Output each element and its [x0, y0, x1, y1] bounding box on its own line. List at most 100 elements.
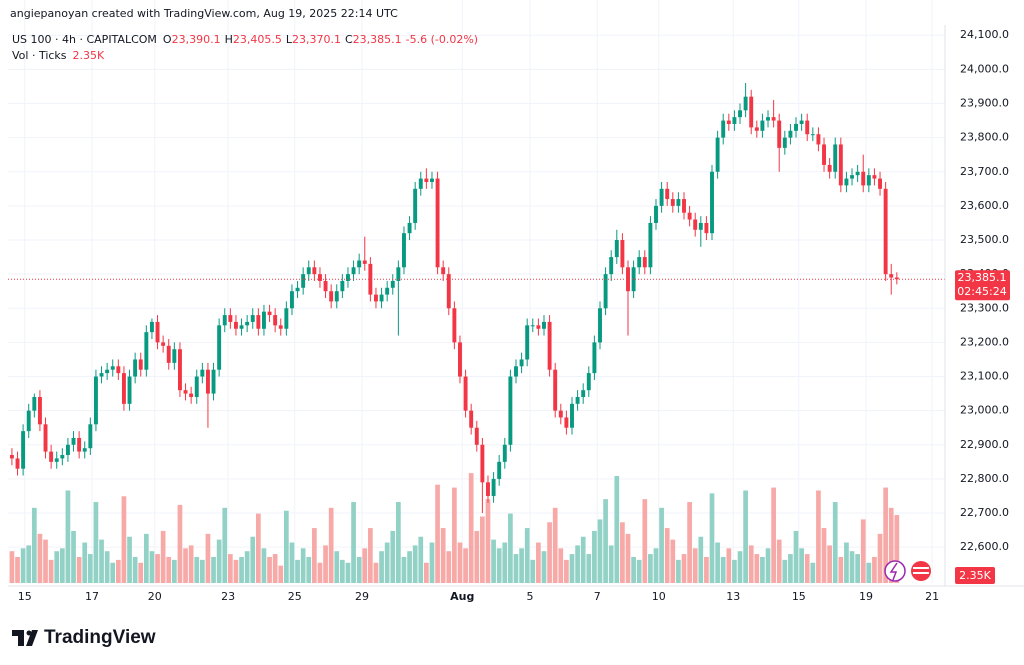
candle-body — [603, 274, 608, 309]
icon-glyph — [913, 567, 929, 569]
x-tick-label: 21 — [925, 590, 939, 603]
y-tick-label: 23,200.0 — [960, 335, 1009, 348]
candle-body — [850, 175, 854, 179]
candle-body — [329, 291, 334, 302]
legend-value: 23,405.5 — [233, 33, 282, 46]
volume-bar — [188, 545, 194, 583]
candle-body — [357, 260, 362, 268]
x-tick-label: 20 — [148, 590, 162, 603]
candle-body — [794, 123, 798, 131]
candle-body — [88, 424, 93, 449]
volume-bar — [76, 556, 82, 583]
volume-legend: Vol · Ticks 2.35K — [12, 49, 105, 62]
candle-body — [138, 359, 143, 370]
candle-body — [754, 127, 759, 131]
candle-body — [659, 188, 664, 206]
volume-bar — [396, 502, 401, 583]
volume-bar — [121, 496, 127, 583]
volume-bar — [261, 548, 267, 583]
candle-body — [872, 175, 877, 179]
candle-body — [822, 144, 826, 165]
candle-body — [799, 120, 804, 124]
candle-body — [564, 417, 569, 428]
volume-bar — [743, 490, 748, 583]
volume-bar — [412, 545, 418, 583]
candle-body — [889, 274, 894, 278]
volume-bar — [636, 559, 642, 583]
volume-bar — [670, 539, 676, 583]
candle-body — [65, 444, 70, 456]
candle-body — [525, 325, 530, 360]
candle-body — [133, 359, 138, 377]
volume-bar — [379, 551, 384, 583]
candle-body — [581, 390, 586, 397]
candle-body — [105, 369, 110, 374]
volume-bar — [48, 559, 54, 583]
candle-body — [766, 117, 770, 121]
volume-bar — [295, 559, 300, 583]
volume-bar — [54, 551, 60, 583]
candle-body — [665, 188, 670, 200]
candle-body — [127, 376, 132, 404]
volume-bar — [681, 554, 687, 583]
brand-logo: TradingView — [12, 627, 156, 648]
volume-bar — [227, 554, 233, 583]
volume-bar — [401, 556, 407, 583]
candle-body — [116, 366, 121, 374]
volume-bar — [457, 542, 463, 583]
candle-layer — [9, 83, 899, 514]
candle-body — [273, 315, 278, 326]
candle-body — [682, 199, 686, 213]
x-tick-label: 29 — [355, 590, 369, 603]
header: angiepanoyan created with TradingView.co… — [10, 7, 398, 20]
candle-body — [732, 117, 737, 124]
x-tick-label: 15 — [792, 590, 806, 603]
brand: TradingView — [44, 627, 156, 648]
y-tick-label: 24,000.0 — [960, 62, 1009, 75]
volume-bar — [149, 551, 155, 583]
volume-value: 2.35K — [73, 49, 105, 62]
volume-bar — [788, 554, 793, 583]
candle-body — [502, 444, 507, 462]
volume-bar — [340, 559, 345, 583]
volume-bar — [838, 556, 844, 583]
volume-bar — [424, 562, 429, 583]
candle-body — [261, 311, 266, 329]
candle-body — [435, 178, 440, 268]
volume-bar — [804, 554, 810, 583]
legend-value: 23,390.1 — [172, 33, 221, 46]
candle-body — [894, 277, 899, 280]
volume-bar — [664, 528, 670, 583]
volume-bar — [384, 542, 390, 583]
candle-body — [245, 321, 250, 326]
icon[interactable] — [911, 561, 931, 581]
volume-bar — [216, 539, 222, 583]
candle-body — [267, 311, 272, 316]
y-tick-label: 22,800.0 — [960, 472, 1009, 485]
volume-bar — [9, 551, 15, 583]
candle-body — [183, 390, 188, 394]
icon[interactable] — [884, 560, 906, 582]
volume-bar — [513, 554, 519, 583]
candle-body — [250, 315, 255, 322]
x-tick-label: 7 — [594, 590, 601, 603]
candle-body — [715, 137, 720, 172]
volume-bar — [816, 490, 821, 583]
candle-body — [317, 274, 322, 281]
volume-bar — [463, 548, 468, 583]
candle-body — [536, 325, 541, 329]
candle-body — [760, 120, 765, 131]
volume-bar — [317, 562, 323, 583]
volume-bar — [143, 533, 149, 583]
candle-body — [463, 376, 468, 411]
volume-bar — [536, 542, 541, 583]
volume-bar — [586, 554, 592, 583]
volume-bar — [334, 551, 340, 583]
volume-bar — [687, 502, 692, 583]
volume-bar — [720, 556, 726, 583]
volume-bar — [547, 522, 552, 583]
volume-bar — [138, 562, 144, 583]
volume-bar — [877, 533, 883, 583]
